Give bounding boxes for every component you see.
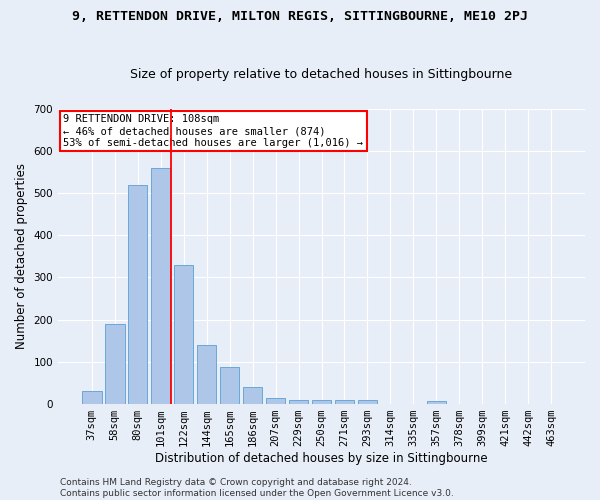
Bar [220, 368, 239, 404]
Text: 9 RETTENDON DRIVE: 108sqm
← 46% of detached houses are smaller (874)
53% of semi: 9 RETTENDON DRIVE: 108sqm ← 46% of detac… [64, 114, 364, 148]
Bar [128, 184, 148, 404]
Bar [197, 345, 217, 404]
Bar [312, 400, 331, 404]
Text: 9, RETTENDON DRIVE, MILTON REGIS, SITTINGBOURNE, ME10 2PJ: 9, RETTENDON DRIVE, MILTON REGIS, SITTIN… [72, 10, 528, 23]
Bar [358, 400, 377, 404]
Bar [266, 398, 286, 404]
Bar [174, 265, 193, 404]
Bar [151, 168, 170, 404]
Bar [243, 387, 262, 404]
Y-axis label: Number of detached properties: Number of detached properties [15, 164, 28, 350]
X-axis label: Distribution of detached houses by size in Sittingbourne: Distribution of detached houses by size … [155, 452, 488, 465]
Bar [335, 400, 354, 404]
Bar [427, 400, 446, 404]
Text: Contains HM Land Registry data © Crown copyright and database right 2024.
Contai: Contains HM Land Registry data © Crown c… [60, 478, 454, 498]
Bar [82, 392, 101, 404]
Bar [105, 324, 125, 404]
Bar [289, 400, 308, 404]
Title: Size of property relative to detached houses in Sittingbourne: Size of property relative to detached ho… [130, 68, 512, 81]
